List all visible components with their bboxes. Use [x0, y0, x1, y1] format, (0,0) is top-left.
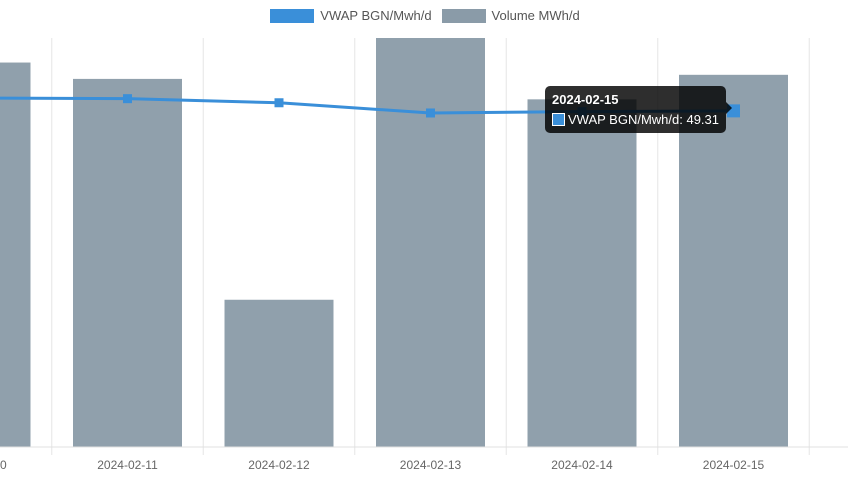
tooltip-value-label: VWAP BGN/Mwh/d: 49.31 — [568, 112, 720, 127]
x-tick-label: 2024-02-11 — [97, 458, 158, 472]
legend-swatch-volume — [441, 8, 486, 23]
vwap-point-2024-02-11[interactable] — [123, 94, 132, 104]
volume-bar-2024-02-15[interactable] — [679, 74, 788, 447]
x-tick-label: 2024-02-14 — [551, 458, 613, 472]
legend-item-vwap[interactable]: VWAP BGN/Mwh/d — [270, 8, 432, 23]
tooltip-color-box — [552, 113, 565, 126]
x-tick-label: 2024-02-10 — [0, 458, 7, 472]
volume-bar-2024-02-12[interactable] — [224, 299, 334, 447]
tooltip: 2024-02-15 VWAP BGN/Mwh/d: 49.31 — [545, 86, 733, 133]
legend: VWAP BGN/Mwh/d Volume MWh/d — [0, 8, 850, 23]
volume-bar-2024-02-14[interactable] — [527, 99, 637, 447]
x-axis: 2024-02-10 2024-02-11 2024-02-12 2024-02-13… — [0, 446, 848, 472]
legend-label-volume: Volume MWh/d — [491, 8, 580, 23]
vwap-point-2024-02-13[interactable] — [426, 108, 435, 118]
legend-swatch-vwap — [270, 8, 315, 23]
tooltip-title: 2024-02-15 — [552, 92, 619, 107]
vwap-point-2024-02-12[interactable] — [274, 98, 284, 108]
x-tick-label: 2024-02-13 — [400, 458, 462, 472]
volume-bar-2024-02-10[interactable] — [0, 62, 31, 447]
tooltip-row: VWAP BGN/Mwh/d: 49.31 — [552, 112, 719, 127]
tooltip-caret — [726, 102, 733, 114]
volume-bar-2024-02-11[interactable] — [73, 78, 182, 448]
x-tick-label: 2024-02-12 — [248, 458, 310, 472]
volume-bar-2024-02-13[interactable] — [376, 38, 485, 447]
legend-item-volume[interactable]: Volume MWh/d — [441, 8, 580, 23]
x-tick-label: 2024-02-15 — [703, 458, 765, 472]
legend-label-vwap: VWAP BGN/Mwh/d — [320, 8, 432, 23]
volume-bars — [0, 38, 788, 448]
